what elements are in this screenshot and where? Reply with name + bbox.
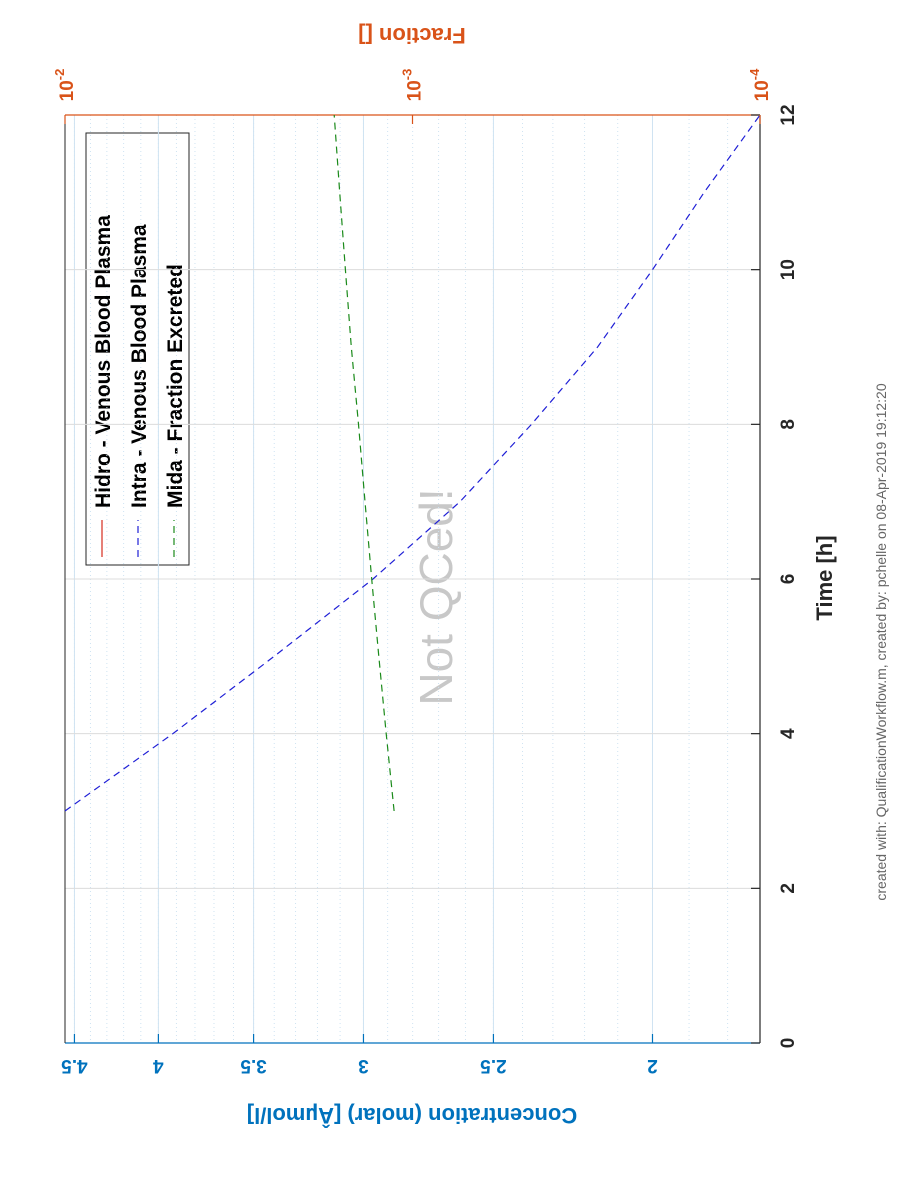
x-axis-label: Time [h] (812, 535, 837, 620)
legend-entry-mida: Mida - Fraction Excreted (164, 264, 187, 557)
x-tick-label: 2 (778, 883, 799, 894)
legend-box (85, 132, 190, 566)
x-tick-label: 8 (778, 419, 799, 430)
y-left-tick-label: 4.5 (61, 1055, 88, 1076)
x-tick-label: 0 (778, 1038, 799, 1049)
legend-label-intra: Intra - Venous Blood Plasma (128, 224, 151, 508)
watermark-text: Not QCed! (410, 488, 462, 705)
legend-label-hidro: Hidro - Venous Blood Plasma (92, 215, 115, 508)
y-left-tick-label: 3 (358, 1055, 369, 1076)
series-group (64, 114, 761, 812)
x-tick-label: 6 (778, 574, 799, 585)
legend-entry-intra: Intra - Venous Blood Plasma (128, 224, 151, 557)
left-axis-label: Concentration (molar) [Âµmol/l] (247, 1103, 577, 1128)
legend-entry-hidro: Hidro - Venous Blood Plasma (92, 215, 115, 557)
y-left-tick-label: 2 (647, 1055, 658, 1076)
y-left-tick-label: 3.5 (240, 1055, 267, 1076)
grid-group (65, 114, 760, 1044)
credit-text: created with: QualificationWorkflow.m, c… (873, 383, 889, 900)
series-line-1 (64, 114, 761, 812)
x-tick-label: 12 (778, 104, 799, 125)
series-line-2 (333, 114, 395, 812)
y-right-tick-label: 10-3 (400, 69, 426, 102)
legend-label-mida: Mida - Fraction Excreted (164, 264, 187, 508)
y-left-tick-label: 4 (153, 1055, 164, 1076)
right-axis-label: Fraction [] (358, 23, 466, 48)
x-tick-label: 10 (778, 259, 799, 280)
y-left-tick-label: 2.5 (480, 1055, 507, 1076)
y-right-tick-label: 10-4 (747, 68, 773, 101)
x-tick-label: 4 (778, 728, 799, 739)
legend: Hidro - Venous Blood Plasma Intra - Veno… (85, 132, 190, 566)
y-right-tick-label: 10-2 (52, 69, 78, 102)
